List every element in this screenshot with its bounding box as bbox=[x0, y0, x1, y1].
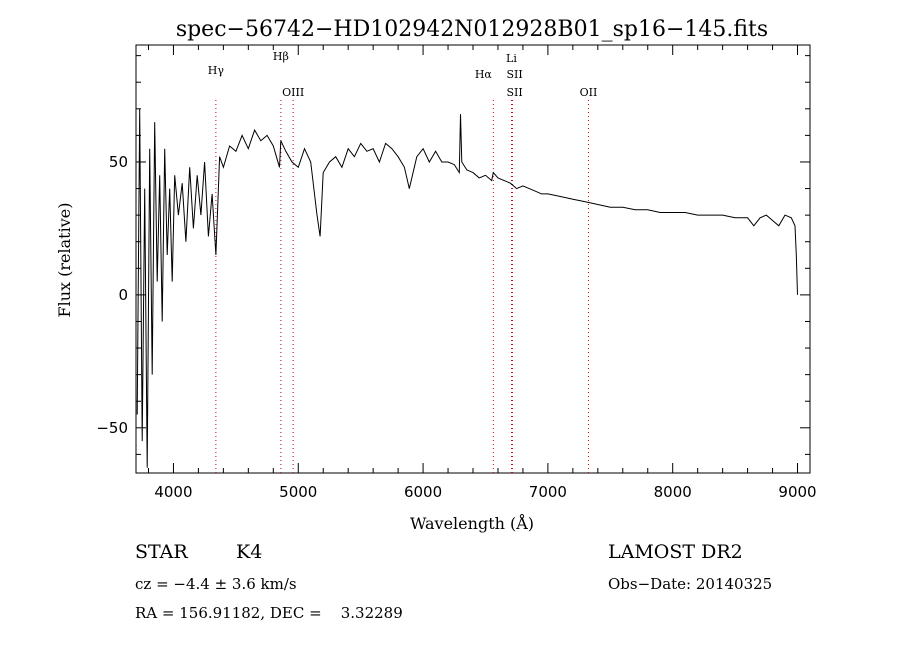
plot-frame bbox=[135, 44, 811, 474]
plot-area: 4000 5000 6000 7000 8000 9000 −50 0 50 Hγ Hβ OIII Hα… bbox=[96, 44, 817, 501]
observation-date: Obs−Date: 20140325 bbox=[608, 575, 773, 593]
object-subclass: K4 bbox=[236, 541, 263, 563]
redshift-info: cz = −4.4 ± 3.6 km/s bbox=[135, 575, 297, 593]
spectral-line-label: OIII bbox=[282, 86, 304, 99]
x-tick-label: 7000 bbox=[529, 483, 567, 501]
spectral-line-label: SII bbox=[506, 68, 522, 81]
spectral-line-label: Li bbox=[506, 52, 517, 65]
x-tick-label: 8000 bbox=[654, 483, 692, 501]
x-tick-label: 9000 bbox=[778, 483, 816, 501]
spectrum-series-line bbox=[136, 108, 798, 468]
y-tick-label: 50 bbox=[109, 153, 128, 171]
spectral-line-label: OII bbox=[580, 86, 598, 99]
coordinates: RA = 156.91182, DEC = 3.32289 bbox=[135, 604, 403, 622]
chart-title: spec−56742−HD102942N012928B01_sp16−145.f… bbox=[176, 17, 768, 42]
survey-name: LAMOST DR2 bbox=[608, 541, 743, 563]
spectral-line-label: Hβ bbox=[273, 50, 289, 63]
y-tick-label: 0 bbox=[118, 286, 128, 304]
spectral-line-label: SII bbox=[506, 86, 522, 99]
object-class: STAR bbox=[135, 541, 188, 563]
y-axis-label: Flux (relative) bbox=[55, 203, 74, 318]
spectral-line-label: Hα bbox=[475, 68, 493, 81]
x-tick-label: 4000 bbox=[154, 483, 192, 501]
x-tick-label: 5000 bbox=[279, 483, 317, 501]
x-tick-label: 6000 bbox=[404, 483, 442, 501]
y-tick-label: −50 bbox=[96, 419, 128, 437]
spectral-line-label: Hγ bbox=[208, 64, 225, 77]
x-axis-label: Wavelength (Å) bbox=[410, 513, 534, 533]
